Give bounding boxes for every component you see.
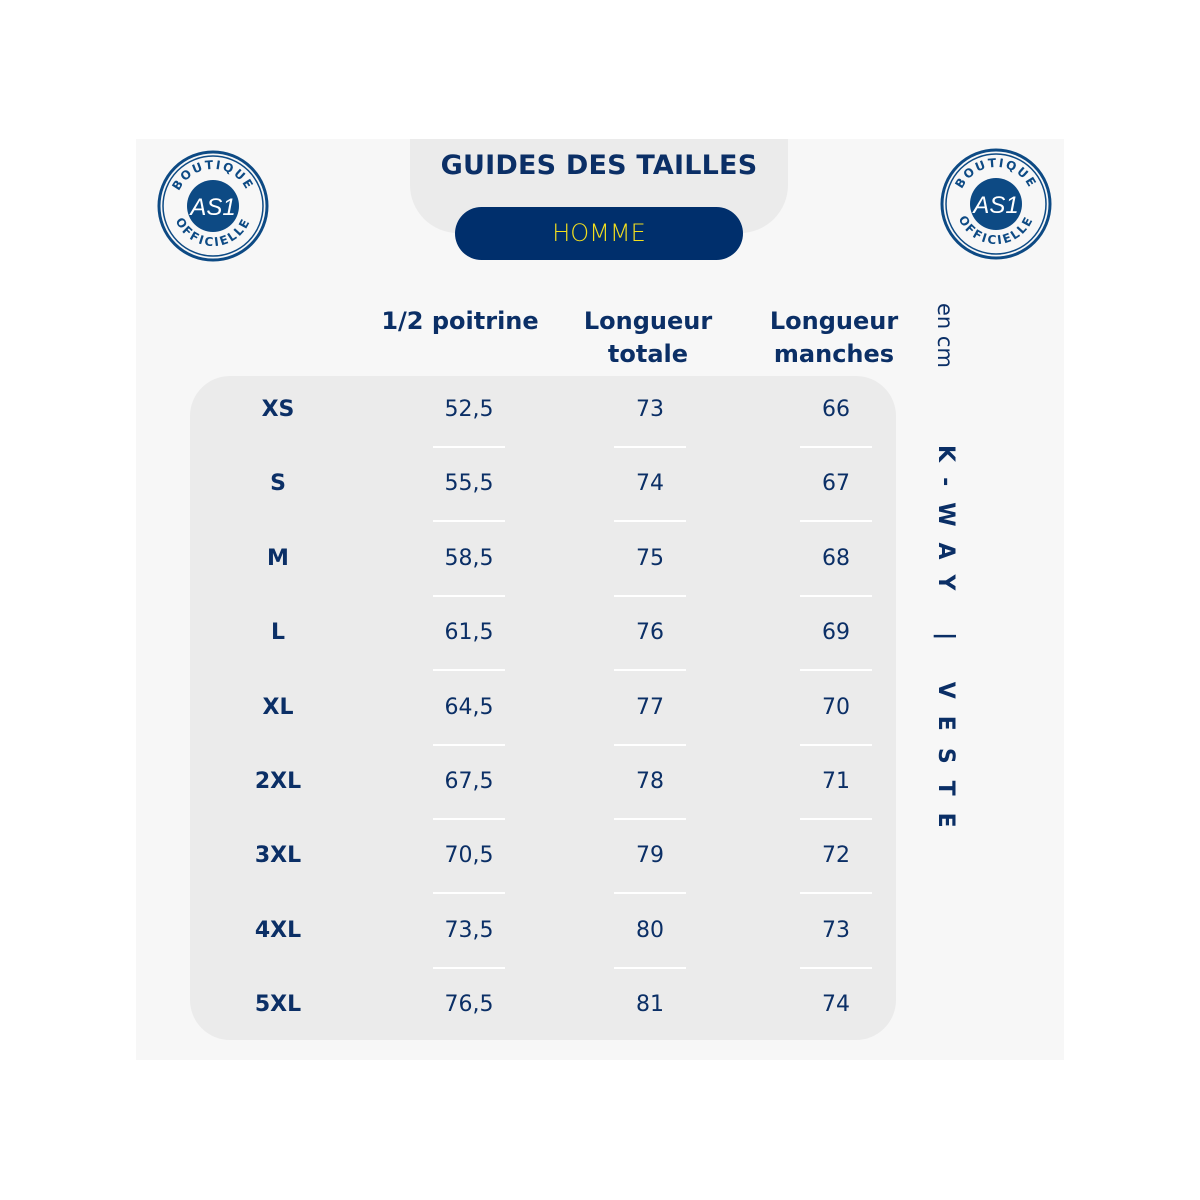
measurement-cell: 75 — [636, 545, 664, 571]
column-header: Longueur totale — [583, 307, 713, 368]
measurement-cell: 81 — [636, 992, 664, 1018]
measurement-cell: 61,5 — [444, 620, 494, 646]
row-divider — [614, 818, 686, 820]
boutique-officielle-logo-right: BOUTIQUE OFFICIELLE AS1 — [940, 148, 1052, 260]
measurement-cell: 80 — [636, 917, 664, 943]
category-button-homme[interactable]: HOMME — [455, 207, 743, 260]
page-title: GUIDES DES TAILLES — [440, 150, 758, 181]
measurement-cell: 69 — [822, 620, 850, 646]
row-divider — [800, 520, 872, 523]
measurement-cell: 74 — [822, 992, 850, 1018]
row-divider — [433, 743, 505, 746]
column-header: Longueur manches — [769, 307, 899, 368]
measurement-cell: 70,5 — [444, 843, 494, 869]
size-label: S — [270, 471, 286, 497]
size-table — [190, 376, 896, 1040]
size-label: 2XL — [254, 769, 302, 794]
unit-label: en cm — [933, 303, 957, 368]
row-divider — [433, 669, 505, 672]
measurement-cell: 67,5 — [444, 769, 494, 794]
size-label: 3XL — [254, 843, 302, 869]
measurement-cell: 66 — [822, 397, 850, 422]
row-divider — [800, 892, 872, 895]
measurement-cell: 76,5 — [444, 992, 494, 1018]
row-divider — [433, 446, 505, 448]
measurement-cell: 52,5 — [444, 397, 494, 422]
measurement-cell: 70 — [822, 694, 850, 720]
row-divider — [800, 966, 872, 969]
row-divider — [433, 966, 505, 969]
row-divider — [433, 520, 505, 523]
row-divider — [614, 594, 686, 597]
measurement-cell: 73 — [822, 917, 850, 943]
product-label: K-WAY | VESTE — [933, 445, 958, 845]
row-divider — [800, 743, 872, 746]
measurement-cell: 78 — [636, 769, 664, 794]
measurement-cell: 77 — [636, 694, 664, 720]
row-divider — [800, 446, 872, 448]
row-divider — [433, 594, 505, 597]
row-divider — [433, 892, 505, 895]
measurement-cell: 72 — [822, 843, 850, 869]
measurement-cell: 55,5 — [444, 471, 494, 497]
measurement-cell: 76 — [636, 620, 664, 646]
row-divider — [614, 892, 686, 895]
row-divider — [614, 520, 686, 523]
row-divider — [800, 818, 872, 820]
boutique-officielle-logo-left: BOUTIQUE OFFICIELLE AS1 — [157, 150, 269, 262]
row-divider — [800, 594, 872, 597]
column-header: 1/2 poitrine — [381, 307, 539, 335]
size-label: 5XL — [254, 992, 302, 1018]
measurement-cell: 73 — [636, 397, 664, 422]
svg-text:AS1: AS1 — [971, 192, 1018, 219]
row-divider — [614, 966, 686, 969]
measurement-cell: 73,5 — [444, 917, 494, 943]
size-label: XL — [262, 694, 294, 720]
measurement-cell: 71 — [822, 769, 850, 794]
svg-text:AS1: AS1 — [188, 194, 235, 221]
size-label: 4XL — [254, 917, 302, 943]
row-divider — [614, 446, 686, 448]
measurement-cell: 64,5 — [444, 694, 494, 720]
row-divider — [614, 669, 686, 672]
measurement-cell: 68 — [822, 545, 850, 571]
measurement-cell: 67 — [822, 471, 850, 497]
row-divider — [800, 669, 872, 672]
size-label: M — [267, 545, 289, 571]
measurement-cell: 79 — [636, 843, 664, 869]
size-label: L — [270, 620, 286, 646]
row-divider — [614, 743, 686, 746]
row-divider — [433, 818, 505, 820]
measurement-cell: 58,5 — [444, 545, 494, 571]
size-label: XS — [261, 397, 295, 422]
measurement-cell: 74 — [636, 471, 664, 497]
